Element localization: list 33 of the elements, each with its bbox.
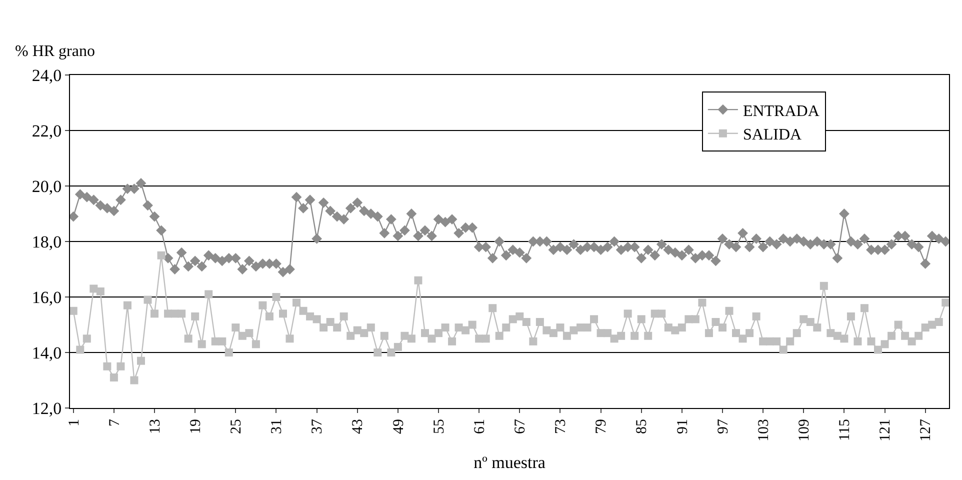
y-tick-label: 18,0 xyxy=(32,232,62,252)
x-tick-label: 91 xyxy=(674,419,691,434)
x-tick-label: 109 xyxy=(796,419,813,442)
y-tick-label: 16,0 xyxy=(32,288,62,307)
x-tick-label: 19 xyxy=(188,419,204,434)
x-tick-label: 13 xyxy=(147,419,164,434)
y-tick-label: 14,0 xyxy=(32,343,62,362)
x-tick-label: 49 xyxy=(390,419,407,434)
x-tick-label: 97 xyxy=(715,418,732,434)
y-tick-label: 22,0 xyxy=(32,121,62,140)
legend-label: SALIDA xyxy=(742,126,802,144)
y-tick-label: 24,0 xyxy=(32,66,62,85)
y-tick-label: 20,0 xyxy=(32,176,62,196)
y-tick-label: 12,0 xyxy=(32,398,62,418)
y-axis-title: % HR grano xyxy=(15,43,95,60)
x-tick-label: 1 xyxy=(66,419,82,426)
x-axis-title: nº muestra xyxy=(474,452,546,472)
x-tick-label: 67 xyxy=(512,418,529,434)
x-tick-label: 115 xyxy=(837,419,854,441)
x-tick-label: 121 xyxy=(878,419,894,442)
x-tick-label: 55 xyxy=(431,419,448,434)
x-tick-label: 73 xyxy=(553,419,570,434)
x-tick-label: 7 xyxy=(106,418,123,426)
x-tick-label: 31 xyxy=(269,419,286,434)
x-tick-label: 37 xyxy=(310,418,326,434)
x-tick-label: 43 xyxy=(350,419,366,434)
x-tick-label: 25 xyxy=(228,419,245,434)
legend-label: ENTRADA xyxy=(742,102,820,120)
x-tick-label: 127 xyxy=(918,418,934,442)
x-tick-label: 79 xyxy=(594,419,610,434)
x-tick-label: 85 xyxy=(634,419,650,434)
x-tick-label: 61 xyxy=(472,419,488,434)
x-tick-label: 103 xyxy=(756,419,772,442)
